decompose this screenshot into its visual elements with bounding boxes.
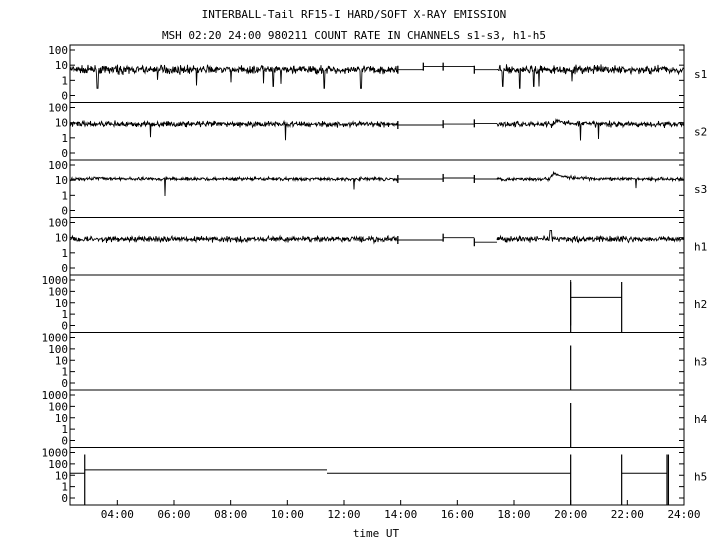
- x-tick-label: 16:00: [441, 508, 474, 521]
- panel-frame-h2: [69, 274, 685, 333]
- trace-path-h1: [70, 229, 684, 245]
- y-tick-label-s2: 0: [61, 147, 68, 160]
- x-axis-label: time UT: [353, 527, 400, 540]
- y-tick-label-h1: 100: [48, 217, 68, 230]
- trace-h1: [70, 229, 684, 247]
- y-tick-label-h3: 1: [61, 366, 68, 379]
- y-tick-label-h2: 1000: [42, 274, 69, 287]
- y-tick-label-h1: 1: [61, 247, 68, 260]
- y-tick-label-h4: 0: [61, 435, 68, 448]
- chart-subtitle: MSH 02:20 24:00 980211 COUNT RATE IN CHA…: [162, 29, 546, 42]
- panel-frame-h1: [69, 217, 685, 276]
- panel-frame-s1: [69, 44, 685, 103]
- trace-s2: [70, 118, 684, 141]
- panel-frame-h5: [69, 447, 685, 506]
- y-tick-label-h4: 1: [61, 423, 68, 436]
- y-tick-label-h3: 1000: [42, 332, 69, 345]
- y-tick-label-h2: 10: [55, 297, 68, 310]
- y-tick-label-h2: 0: [61, 320, 68, 333]
- y-tick-label-h4: 100: [48, 400, 68, 413]
- trace-path-s3: [70, 170, 684, 197]
- x-tick-label: 04:00: [101, 508, 134, 521]
- y-tick-label-s2: 10: [55, 117, 68, 130]
- y-tick-label-h4: 10: [55, 412, 68, 425]
- x-tick-label: 12:00: [327, 508, 360, 521]
- y-tick-label-h1: 10: [55, 232, 68, 245]
- y-tick-label-h3: 10: [55, 354, 68, 367]
- y-tick-label-s1: 0: [61, 90, 68, 103]
- y-tick-label-h3: 0: [61, 377, 68, 390]
- x-tick-label: 20:00: [554, 508, 587, 521]
- y-tick-label-h3: 100: [48, 343, 68, 356]
- trace-h2: [570, 280, 623, 333]
- x-tick-label: 22:00: [611, 508, 644, 521]
- x-tick-label: 18:00: [497, 508, 530, 521]
- panel-label-h2: h2: [694, 298, 707, 311]
- panel-label-h1: h1: [694, 240, 707, 253]
- y-tick-label-s3: 1: [61, 189, 68, 202]
- trace-path-s2: [70, 118, 684, 141]
- y-tick-label-s2: 1: [61, 132, 68, 145]
- panel-frame-h4: [69, 389, 685, 448]
- y-tick-label-s1: 1: [61, 74, 68, 87]
- y-tick-label-s3: 0: [61, 205, 68, 218]
- y-tick-label-h5: 1000: [42, 447, 69, 460]
- y-tick-label-s3: 10: [55, 174, 68, 187]
- y-tick-label-h1: 0: [61, 262, 68, 275]
- chart-title: INTERBALL-Tail RF15-I HARD/SOFT X-RAY EM…: [202, 8, 507, 21]
- x-axis: 04:00 06:00 08:00 10:00 12:00 14:00 16:00 18:00…: [101, 500, 701, 521]
- y-tick-label-h5: 1: [61, 481, 68, 494]
- trace-s1: [70, 62, 684, 89]
- panel-label-h4: h4: [694, 413, 708, 426]
- y-tick-label-s1: 100: [48, 44, 68, 57]
- trace-path-s1: [70, 64, 684, 89]
- y-tick-label-h2: 100: [48, 285, 68, 298]
- y-tick-label-h4: 1000: [42, 389, 69, 402]
- y-tick-label-s3: 100: [48, 159, 68, 172]
- x-tick-label: 08:00: [214, 508, 247, 521]
- trace-h5: [70, 454, 670, 505]
- x-tick-label: 14:00: [384, 508, 417, 521]
- panel-frame-s2: [69, 102, 685, 161]
- y-tick-label-h2: 1: [61, 308, 68, 321]
- trace-s3: [70, 170, 684, 197]
- x-tick-label: 06:00: [157, 508, 190, 521]
- panel-label-h3: h3: [694, 355, 707, 368]
- y-tick-label-h5: 0: [61, 492, 68, 505]
- x-tick-label: 10:00: [271, 508, 304, 521]
- y-tick-label-s2: 100: [48, 102, 68, 115]
- panel-label-s1: s1: [694, 68, 707, 81]
- chart-panels: 1001010s11001010s21001010s31001010h11000…: [42, 44, 708, 506]
- panel-frame-s3: [69, 159, 685, 218]
- panel-label-s3: s3: [694, 183, 707, 196]
- panel-frame-h3: [69, 332, 685, 391]
- y-tick-label-h5: 100: [48, 458, 68, 471]
- x-tick-label: 24:00: [667, 508, 700, 521]
- y-tick-label-h5: 10: [55, 469, 68, 482]
- y-tick-label-s1: 10: [55, 59, 68, 72]
- panel-label-h5: h5: [694, 470, 707, 483]
- panel-label-s2: s2: [694, 125, 707, 138]
